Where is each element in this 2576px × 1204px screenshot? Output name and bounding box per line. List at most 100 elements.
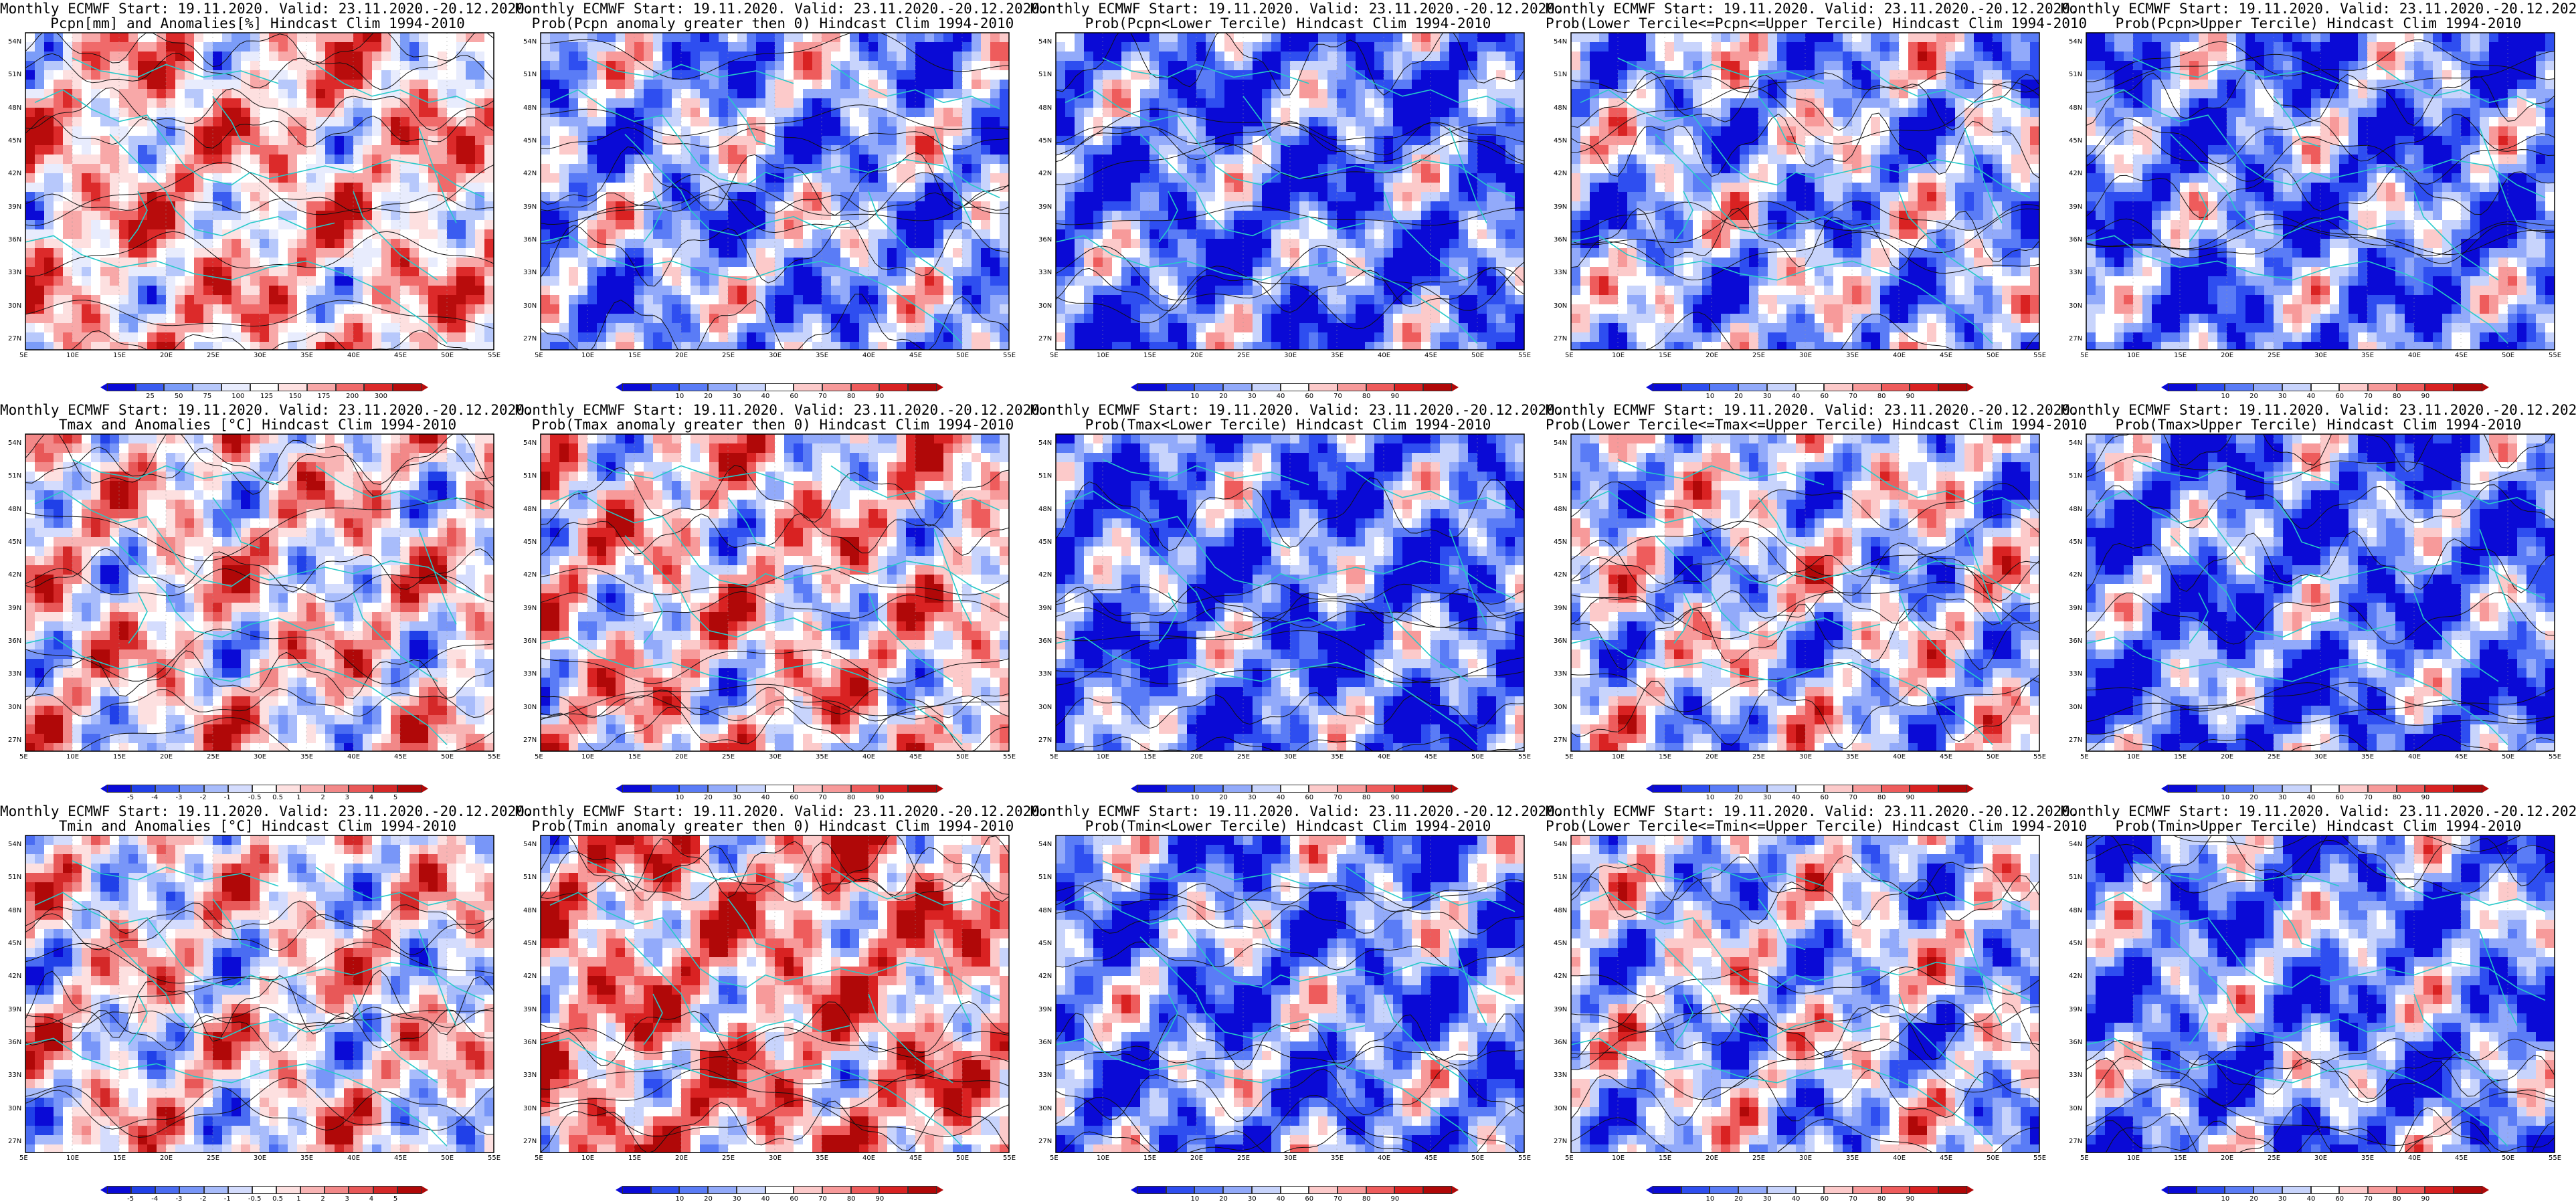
colorbar-label: 300: [375, 393, 387, 400]
lat-tick-label: 45N: [1554, 940, 1567, 947]
lat-tick-label: 33N: [1038, 269, 1052, 276]
colorbar-swatch: [2282, 785, 2311, 793]
colorbar-swatch: [155, 1186, 180, 1194]
colorbar-swatch: [307, 383, 336, 391]
colorbar-swatch: [1853, 383, 1881, 391]
colorbar-label: -1: [224, 1195, 231, 1203]
colorbar-label: 20: [1219, 1195, 1228, 1203]
colorbar-swatch: [879, 785, 909, 793]
coastlines-borders: [25, 459, 485, 746]
colorbar-arrow-high: [1451, 785, 1459, 793]
lat-tick-label: 27N: [8, 335, 21, 342]
lat-tick-label: 27N: [1554, 1138, 1567, 1145]
lat-tick-label: 27N: [1554, 736, 1567, 744]
lat-tick-label: 54N: [523, 841, 537, 848]
colorbar-label: 80: [1877, 1195, 1886, 1203]
panel-title-line2: Tmax and Anomalies [°C] Hindcast Clim 19…: [0, 417, 515, 432]
colorbar-swatch: [1309, 785, 1338, 793]
colorbar-arrow-high: [2482, 1186, 2489, 1194]
colorbar-label: 80: [847, 794, 856, 801]
lon-tick-label: 40E: [862, 753, 875, 761]
lat-tick-label: 30N: [1554, 1105, 1567, 1112]
lat-tick-label: 45N: [2069, 137, 2082, 144]
colorbar-label: 30: [2278, 1195, 2287, 1203]
colorbar-swatch: [1681, 1186, 1710, 1194]
lat-tick-label: 45N: [523, 538, 537, 546]
colorbar-swatch: [349, 1186, 373, 1194]
colorbar-swatch: [1194, 1186, 1224, 1194]
lat-tick-label: 45N: [1554, 538, 1567, 546]
shaded-field: [25, 434, 494, 751]
colorbar-swatch: [1653, 785, 1681, 793]
lat-tick-label: 51N: [2069, 472, 2082, 480]
lat-tick-label: 54N: [1038, 439, 1052, 447]
lat-tick-label: 27N: [2069, 1138, 2082, 1145]
lat-tick-label: 48N: [523, 907, 537, 914]
colorbar-label: 0.5: [272, 794, 283, 801]
colorbar-label: 175: [317, 393, 330, 400]
colorbar-label: 90: [1906, 794, 1915, 801]
map-canvas: [540, 32, 1010, 350]
shaded-field: [2086, 434, 2555, 751]
lon-tick-label: 40E: [1378, 753, 1390, 761]
lat-tick-label: 36N: [1038, 236, 1052, 243]
lat-tick-label: 36N: [8, 1039, 21, 1046]
colorbar-swatch: [393, 383, 422, 391]
colorbar-label: 10: [2221, 393, 2229, 400]
colorbar: 25 50 75 100 125 150 175 200 300: [100, 383, 428, 400]
lon-tick-label: 30E: [254, 753, 266, 761]
lon-tick-label: 35E: [2361, 352, 2374, 359]
colorbar-arrow-low: [2161, 1186, 2168, 1194]
lon-tick-label: 5E: [1565, 753, 1574, 761]
map-panel-r1c1: Monthly ECMWF Start: 19.11.2020. Valid: …: [515, 401, 1048, 803]
panel-title-line1: Monthly ECMWF Start: 19.11.2020. Valid: …: [0, 403, 533, 417]
lat-tick-label: 54N: [523, 38, 537, 45]
colorbar-swatch: [1681, 785, 1710, 793]
colorbar-swatch: [2253, 383, 2282, 391]
map-panel-r1c2: Monthly ECMWF Start: 19.11.2020. Valid: …: [1030, 401, 1564, 803]
map-panel-r2c0: Monthly ECMWF Start: 19.11.2020. Valid: …: [0, 803, 533, 1204]
colorbar-label: -4: [151, 794, 158, 801]
lon-tick-label: 15E: [1659, 352, 1671, 359]
lat-tick-label: 51N: [1554, 71, 1567, 78]
colorbar-swatch: [1910, 785, 1939, 793]
colorbar-swatch: [2454, 383, 2482, 391]
colorbar-swatch: [1824, 785, 1853, 793]
lon-tick-label: 25E: [1752, 1155, 1765, 1162]
colorbar-swatch: [1853, 785, 1881, 793]
lat-tick-label: 45N: [1554, 137, 1567, 144]
lat-tick-label: 42N: [1038, 973, 1052, 980]
colorbar-swatch: [765, 785, 794, 793]
lon-tick-label: 20E: [160, 1155, 173, 1162]
lat-tick-label: 48N: [8, 506, 21, 513]
colorbar-label: -0.5: [248, 794, 262, 801]
lon-tick-label: 40E: [347, 1155, 360, 1162]
colorbar-swatch: [1910, 1186, 1939, 1194]
lon-tick-label: 50E: [2502, 1155, 2514, 1162]
lon-tick-label: 25E: [207, 753, 219, 761]
panel-title-line1: Monthly ECMWF Start: 19.11.2020. Valid: …: [2061, 804, 2576, 819]
lon-tick-label: 10E: [66, 1155, 79, 1162]
lon-tick-label: 35E: [2361, 753, 2374, 761]
colorbar-swatch: [1338, 383, 1366, 391]
lon-tick-label: 30E: [769, 1155, 781, 1162]
lon-tick-label: 5E: [19, 753, 28, 761]
colorbar-label: 10: [1706, 794, 1714, 801]
panel-title-line2: Prob(Lower Tercile<=Pcpn<=Upper Tercile)…: [1546, 16, 2087, 31]
lon-tick-label: 40E: [862, 1155, 875, 1162]
lat-tick-label: 39N: [1038, 203, 1052, 211]
lat-tick-label: 54N: [2069, 38, 2082, 45]
lat-tick-label: 42N: [1038, 571, 1052, 579]
lon-tick-label: 10E: [581, 352, 594, 359]
lon-tick-label: 10E: [1612, 1155, 1625, 1162]
colorbar-label: -0.5: [248, 1195, 262, 1203]
lon-tick-label: 35E: [300, 1155, 313, 1162]
map-panel-r2c1: Monthly ECMWF Start: 19.11.2020. Valid: …: [515, 803, 1048, 1204]
lon-tick-label: 40E: [347, 753, 360, 761]
colorbar: 10 20 30 40 60 70 80 90: [2161, 785, 2489, 801]
lon-tick-label: 30E: [1799, 753, 1812, 761]
map-canvas: [25, 835, 494, 1153]
colorbar-swatch: [373, 1186, 397, 1194]
lat-tick-label: 54N: [1038, 841, 1052, 848]
colorbar-label: 20: [1734, 794, 1743, 801]
